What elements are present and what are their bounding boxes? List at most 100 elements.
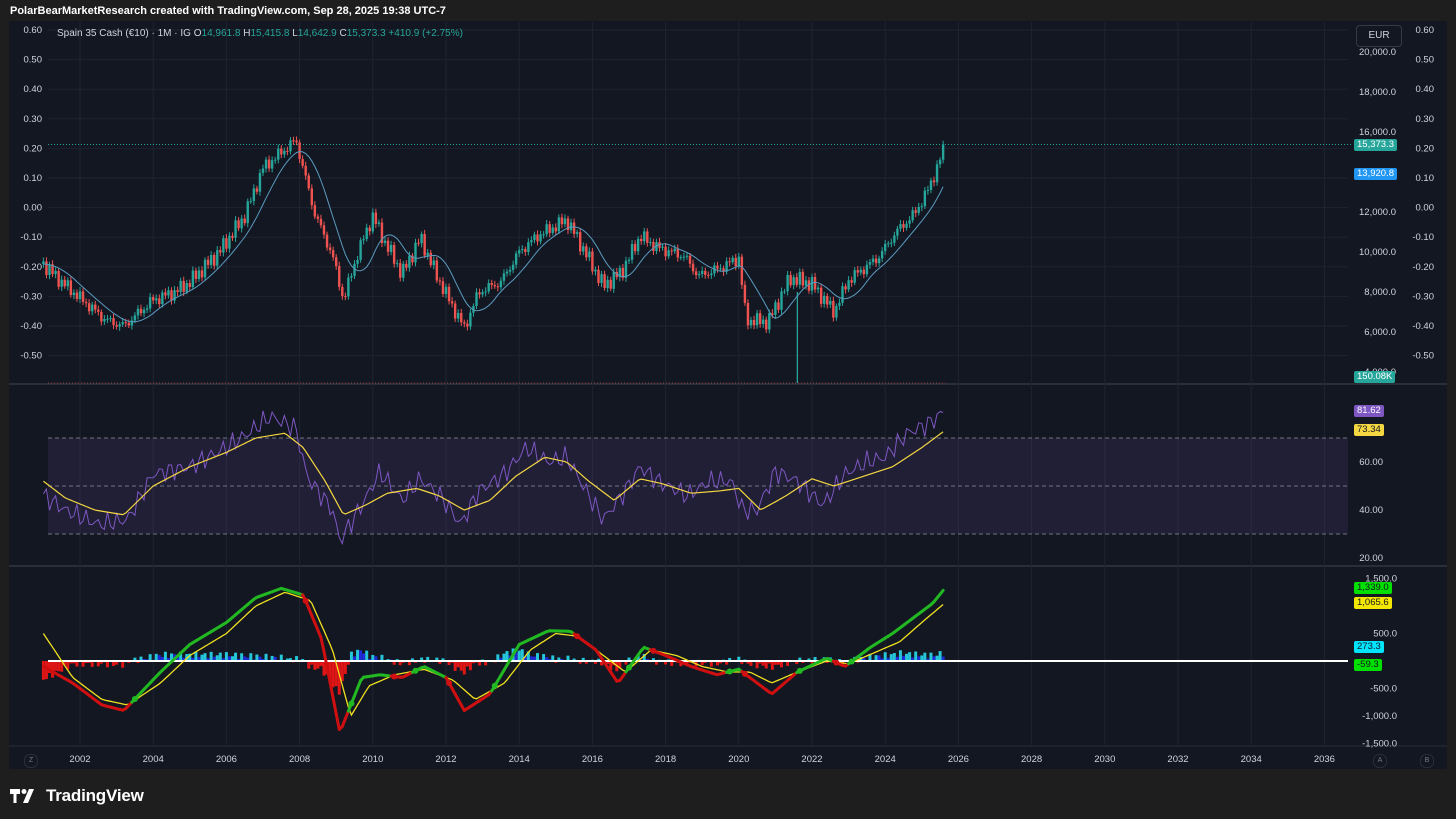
macd-histogram-bar (240, 653, 244, 661)
price-axis-label: 6,000.0 (1364, 327, 1396, 338)
up-candle (853, 270, 856, 283)
up-candle (935, 164, 939, 183)
macd-histogram-bar (496, 654, 500, 661)
up-candle (420, 234, 423, 244)
down-candle (63, 279, 66, 287)
up-candle (228, 235, 231, 249)
down-candle (704, 270, 707, 275)
up-candle (48, 264, 51, 276)
mirror-axis-label: -0.10 (1412, 232, 1434, 243)
time-tick-label: 2034 (1241, 754, 1262, 765)
down-candle (100, 311, 103, 322)
down-candle (572, 222, 576, 234)
down-candle (194, 270, 198, 279)
down-candle (453, 303, 457, 319)
down-candle (664, 246, 667, 257)
down-candle (524, 249, 527, 252)
down-candle (399, 263, 402, 278)
currency-button[interactable]: EUR (1356, 25, 1402, 47)
up-candle (938, 159, 942, 165)
down-candle (560, 217, 564, 225)
up-candle (612, 272, 615, 289)
macd-histogram-bar (786, 661, 790, 666)
time-tick-label: 2024 (875, 754, 896, 765)
down-candle (331, 250, 335, 258)
macd-histogram-bar (557, 657, 561, 661)
price-axis-label: 18,000.0 (1359, 87, 1396, 98)
up-candle (899, 224, 902, 229)
up-candle (600, 274, 603, 284)
macd-histogram-bar (353, 656, 356, 661)
macd-histogram-bar (807, 658, 811, 661)
macd-histogram-bar (600, 661, 604, 666)
up-candle (792, 277, 795, 286)
up-candle (865, 264, 869, 275)
up-candle (655, 242, 658, 252)
down-candle (795, 277, 798, 285)
down-candle (902, 224, 905, 228)
macd-histogram-bar (99, 661, 103, 664)
symbol-legend: Spain 35 Cash (€10) · 1M · IG O14,961.8 … (57, 28, 463, 39)
down-candle (826, 295, 829, 305)
log-scale-button[interactable]: B (1420, 754, 1434, 768)
down-candle (746, 302, 750, 326)
macd-cross-dot (626, 664, 632, 671)
scale-z-button[interactable]: Z (24, 754, 38, 768)
up-candle (484, 291, 487, 293)
macd-histogram-bar (740, 661, 744, 665)
macd-histogram-bar (139, 656, 143, 661)
up-candle (829, 300, 832, 305)
macd-histogram-bar (923, 652, 927, 661)
down-candle (405, 263, 408, 268)
low-value: 14,642.9 (297, 28, 337, 39)
macd-histogram-bar (136, 661, 140, 664)
down-candle (493, 285, 496, 287)
up-candle (216, 250, 219, 266)
macd-histogram-bar (468, 661, 472, 671)
up-candle (353, 263, 356, 276)
up-candle (179, 280, 182, 292)
left-axis-label: -0.40 (20, 321, 42, 332)
up-candle (173, 290, 176, 301)
left-axis-label: 0.00 (24, 203, 43, 214)
down-candle (771, 313, 774, 315)
rsi-value-tag: 81.62 (1354, 405, 1384, 417)
down-candle (200, 270, 204, 278)
left-axis-label: -0.30 (20, 291, 42, 302)
macd-histogram-bar (316, 661, 320, 669)
up-candle (563, 218, 567, 225)
down-candle (313, 205, 317, 217)
macd-histogram-bar (795, 661, 799, 665)
down-candle (466, 323, 469, 327)
up-candle (499, 280, 503, 288)
macd-histogram-bar (670, 661, 674, 666)
up-candle (362, 239, 365, 241)
up-candle (408, 255, 411, 268)
up-candle (185, 283, 188, 292)
up-candle (142, 309, 146, 314)
up-candle (402, 263, 405, 278)
left-axis-label: -0.10 (20, 232, 42, 243)
macd-histogram-bar (505, 651, 509, 661)
auto-scale-button[interactable]: A (1373, 754, 1387, 768)
down-candle (301, 159, 304, 166)
macd-cross-dot (796, 667, 803, 674)
macd-histogram-bar (917, 656, 921, 661)
histogram-value-tag: 273.3 (1354, 641, 1384, 653)
macd-histogram-bar (170, 653, 173, 661)
down-candle (45, 261, 48, 276)
up-candle (737, 256, 740, 267)
up-candle (414, 242, 417, 263)
up-candle (926, 189, 930, 191)
down-candle (743, 284, 747, 303)
macd-histogram-bar (57, 661, 61, 672)
macd-histogram-bar (197, 657, 201, 661)
down-candle (447, 286, 451, 302)
left-axis-label: -0.20 (20, 262, 42, 273)
down-candle (335, 257, 338, 267)
down-candle (51, 264, 54, 275)
open-value: 14,961.8 (201, 28, 241, 39)
macd-histogram-bar (54, 661, 58, 671)
macd-histogram-bar (880, 658, 884, 661)
